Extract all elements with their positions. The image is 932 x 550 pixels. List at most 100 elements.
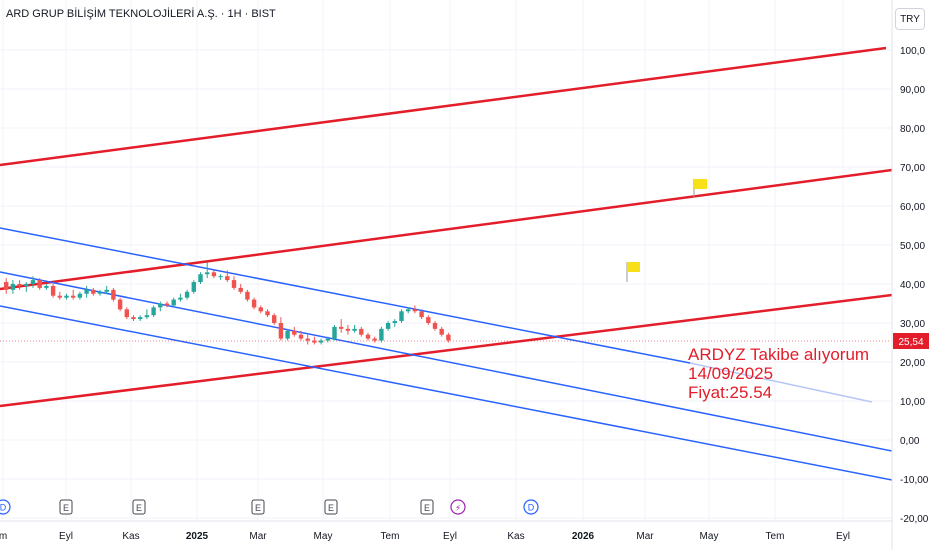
candle (184, 289, 190, 300)
candle (50, 284, 56, 298)
candle (325, 336, 330, 343)
candle (251, 297, 257, 310)
candle (17, 280, 22, 290)
candle (365, 332, 371, 341)
candle-body (251, 299, 257, 308)
blue-channel-lower (0, 305, 893, 481)
grid (0, 0, 892, 521)
blue-channel-middle (0, 271, 893, 452)
red-channel-middle (0, 168, 893, 291)
candle-body (332, 326, 337, 339)
candle-body (164, 303, 170, 306)
x-tick-label: 2025 (186, 531, 209, 542)
candle (305, 334, 310, 345)
annotation-line-2: 14/09/2025 (688, 364, 774, 383)
candle (298, 330, 304, 341)
y-tick-label: 50,00 (900, 241, 925, 252)
candle-body (151, 307, 156, 316)
candle (238, 284, 243, 294)
candle (359, 326, 364, 337)
red-channel-lower (0, 293, 893, 408)
x-tick-label: Mar (636, 531, 654, 542)
candle (71, 289, 76, 300)
candle (198, 272, 203, 284)
trend-channels (0, 46, 893, 481)
candle-body (191, 282, 196, 292)
event-marker-split[interactable]: ⚡ (450, 499, 466, 515)
candle-body (111, 289, 116, 300)
candle-body (392, 321, 397, 323)
candle (91, 287, 96, 296)
candle-body (359, 328, 364, 335)
candle-body (57, 295, 62, 298)
flag-marker-1[interactable] (693, 179, 707, 197)
candle (379, 326, 384, 343)
time-axis[interactable]: m Eyl Kas 2025 Mar May Tem Eyl Kas 2026 Mar May Tem E… (0, 531, 850, 542)
candle-body (379, 328, 384, 341)
candle-body (138, 317, 143, 320)
y-tick-label: 10,00 (900, 397, 925, 408)
candle (372, 336, 377, 343)
red-channel-upper (0, 46, 887, 167)
y-tick-label: -10,00 (900, 475, 929, 486)
candle (285, 328, 290, 341)
currency-button[interactable]: TRY (895, 8, 925, 30)
y-tick-label: 90,00 (900, 85, 925, 96)
candle (318, 338, 324, 345)
blue-channel-upper (0, 227, 691, 364)
candle (171, 297, 176, 308)
y-tick-label: 0,00 (900, 436, 920, 447)
candle-body (64, 295, 69, 298)
candle (218, 274, 223, 281)
event-marker-label: E (424, 503, 430, 513)
event-marker-earnings[interactable]: E (251, 499, 265, 515)
x-tick-label: Tem (381, 531, 400, 542)
candle-body (211, 272, 217, 277)
chart-title: ARD GRUP BİLİŞİM TEKNOLOJİLERİ A.Ş. · 1H… (6, 8, 276, 20)
candle (205, 262, 210, 279)
event-marker-dividend[interactable]: D (0, 499, 11, 515)
candle-body (272, 315, 277, 323)
candle-body (339, 326, 344, 329)
event-marker-earnings[interactable]: E (59, 499, 73, 515)
candle-body (305, 338, 310, 341)
candle-body (285, 330, 290, 339)
candle (272, 313, 277, 325)
x-tick-label: Tem (766, 531, 785, 542)
x-tick-label: Kas (122, 531, 139, 542)
last-price-tag-text: 25,54 (898, 337, 923, 348)
y-tick-label: 20,00 (900, 358, 925, 369)
candle (245, 289, 250, 302)
candle-body (17, 284, 22, 286)
candle (131, 315, 136, 322)
candle (124, 307, 129, 320)
candle-body (372, 338, 377, 341)
candle-body (345, 328, 351, 331)
candle-body (412, 309, 418, 312)
candle (332, 324, 337, 341)
candle-body (439, 328, 444, 335)
event-marker-earnings[interactable]: E (420, 499, 434, 515)
candle (164, 301, 170, 308)
candle (439, 326, 444, 337)
flag-marker-2[interactable] (626, 262, 640, 282)
candle-body (77, 293, 83, 298)
event-marker-dividend[interactable]: D (523, 499, 539, 515)
candle (10, 280, 16, 294)
candle-body (205, 272, 210, 275)
price-axis[interactable]: 100,0 90,00 80,00 70,00 60,00 50,00 40,00 30,00… (900, 46, 929, 525)
event-markers[interactable]: D E E E E E ⚡ D (0, 499, 539, 515)
annotation-line-1: ARDYZ Takibe alıyorum (688, 345, 870, 364)
event-marker-label: D (0, 503, 7, 513)
candle (225, 270, 230, 283)
event-marker-earnings[interactable]: E (324, 499, 338, 515)
event-marker-earnings[interactable]: E (132, 499, 146, 515)
candle-body (426, 317, 431, 323)
candle (432, 321, 438, 331)
text-annotation: ARDYZ Takibe alıyorum 14/09/2025 Fiyat:2… (688, 345, 869, 402)
blue-channel-upper-faded (689, 362, 873, 403)
candle-body (245, 291, 250, 300)
candle (426, 315, 431, 325)
candle (24, 282, 29, 292)
